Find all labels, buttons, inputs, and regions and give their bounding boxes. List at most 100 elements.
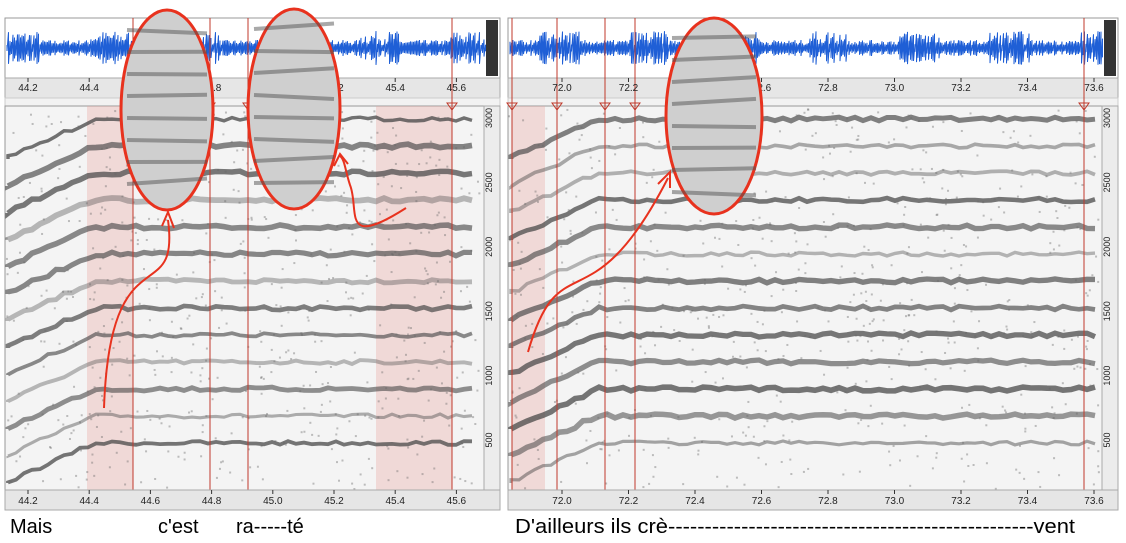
highlight-region [512, 106, 545, 490]
noise [867, 425, 870, 428]
noise [703, 282, 706, 285]
noise [343, 191, 346, 194]
noise [795, 289, 798, 292]
noise [907, 246, 910, 249]
noise [214, 437, 217, 440]
noise [345, 211, 348, 214]
noise [976, 236, 979, 239]
noise [361, 292, 364, 295]
noise [953, 287, 956, 290]
noise [27, 423, 30, 426]
noise [241, 416, 244, 419]
noise [658, 140, 661, 143]
noise [649, 240, 652, 243]
noise [92, 298, 95, 301]
noise [1093, 155, 1096, 158]
noise [858, 470, 861, 473]
noise [413, 296, 416, 299]
noise [243, 111, 246, 114]
noise [201, 367, 204, 370]
freq-tick-label: 1000 [484, 366, 494, 386]
noise [969, 112, 972, 115]
time-axis-bottom [507, 489, 1119, 511]
time-axis-bottom [4, 489, 501, 511]
segment-marker [551, 102, 563, 111]
noise [351, 233, 354, 236]
noise [224, 111, 227, 114]
noise [601, 259, 604, 262]
noise [889, 464, 892, 467]
noise [918, 120, 921, 123]
noise [531, 322, 534, 325]
noise [280, 286, 283, 289]
noise [777, 486, 780, 489]
noise [260, 392, 263, 395]
noise [42, 480, 45, 483]
segment-marker [1078, 102, 1090, 111]
noise [888, 365, 891, 368]
noise [977, 200, 980, 203]
noise [756, 320, 759, 323]
noise [89, 212, 92, 215]
noise [95, 425, 98, 428]
noise [697, 453, 700, 456]
noise [565, 191, 568, 194]
noise [721, 222, 724, 225]
noise [460, 246, 463, 249]
waveform [509, 31, 1103, 65]
noise [175, 273, 178, 276]
noise [518, 262, 521, 265]
noise [1011, 169, 1014, 172]
noise [538, 268, 541, 271]
noise [582, 308, 585, 311]
noise [952, 320, 955, 323]
noise [1012, 130, 1015, 133]
noise [449, 394, 452, 397]
noise [75, 474, 78, 477]
noise [381, 371, 384, 374]
noise [133, 354, 136, 357]
noise [85, 478, 88, 481]
zoom-texture [671, 96, 757, 106]
noise [518, 189, 521, 192]
noise [661, 303, 664, 306]
noise [312, 482, 315, 485]
noise [420, 231, 423, 234]
noise [412, 377, 415, 380]
noise [148, 217, 151, 220]
time-tick-label: 45.6 [447, 83, 467, 94]
noise [770, 295, 773, 298]
zoom-texture [126, 92, 208, 98]
noise [847, 340, 850, 343]
noise [425, 269, 428, 272]
noise [387, 238, 390, 241]
noise [872, 318, 875, 321]
noise [338, 479, 341, 482]
noise [852, 293, 855, 296]
noise [274, 440, 277, 443]
noise [354, 435, 357, 438]
noise [823, 178, 826, 181]
noise [300, 208, 303, 211]
noise [745, 366, 748, 369]
noise [91, 461, 94, 464]
noise [90, 418, 93, 421]
noise [75, 343, 78, 346]
noise [466, 285, 469, 288]
noise [641, 121, 644, 124]
noise [844, 409, 847, 412]
noise [415, 200, 418, 203]
noise [89, 283, 92, 286]
harmonic [6, 331, 473, 377]
harmonic [508, 114, 1096, 159]
noise [405, 222, 408, 225]
noise [413, 335, 416, 338]
noise [575, 195, 578, 198]
noise [651, 176, 654, 179]
noise [460, 442, 463, 445]
noise [407, 377, 410, 380]
noise [514, 292, 517, 295]
zoom-texture [126, 28, 208, 36]
noise [181, 219, 184, 222]
time-tick-label: 72.4 [685, 496, 705, 507]
